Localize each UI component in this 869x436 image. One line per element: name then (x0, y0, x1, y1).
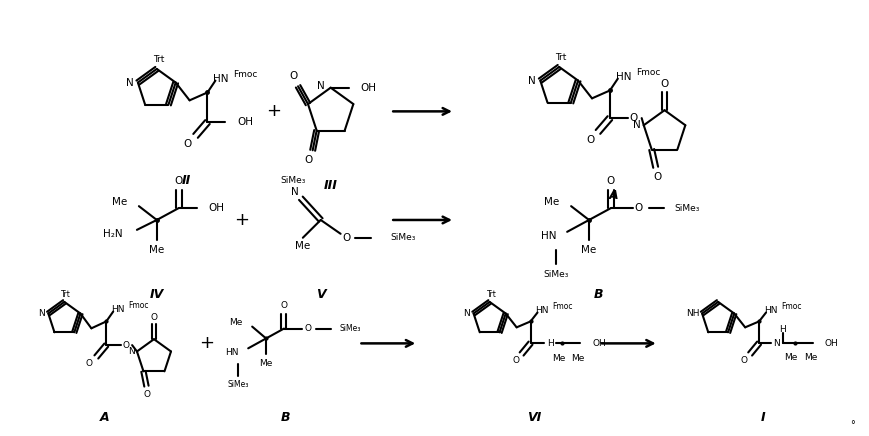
Text: SiMe₃: SiMe₃ (673, 204, 699, 213)
Text: +: + (234, 211, 249, 229)
Text: Trt: Trt (153, 54, 164, 64)
Text: O: O (86, 359, 93, 368)
Text: Trt: Trt (555, 53, 567, 61)
Text: OH: OH (360, 83, 376, 93)
Text: H: H (779, 325, 786, 334)
Text: H₂N: H₂N (103, 229, 123, 239)
Text: O: O (585, 135, 594, 145)
Text: A: A (608, 189, 618, 202)
Text: OH: OH (592, 339, 605, 347)
Text: Fmoc: Fmoc (233, 70, 257, 79)
Text: OH: OH (209, 203, 224, 213)
Text: O: O (150, 313, 157, 322)
Text: N: N (462, 309, 469, 318)
Text: V: V (315, 287, 325, 300)
Text: N: N (316, 81, 324, 91)
Text: SiMe₃: SiMe₃ (339, 324, 361, 333)
Text: O: O (304, 324, 311, 333)
Text: O: O (342, 233, 350, 243)
Text: Fmoc: Fmoc (128, 301, 149, 310)
Text: B: B (281, 411, 290, 424)
Text: O: O (304, 155, 313, 165)
Text: Trt: Trt (62, 290, 71, 299)
Text: O: O (143, 389, 150, 399)
Text: Me: Me (259, 359, 273, 368)
Text: OH: OH (237, 117, 253, 127)
Text: +: + (199, 334, 214, 352)
Text: N: N (291, 187, 298, 198)
Text: Me: Me (580, 245, 596, 255)
Text: Me: Me (783, 354, 797, 362)
Text: OH: OH (824, 339, 838, 347)
Text: Me: Me (295, 241, 309, 251)
Text: Me: Me (803, 354, 817, 362)
Text: SiMe₃: SiMe₃ (280, 176, 305, 185)
Text: °: ° (849, 420, 853, 430)
Text: HN: HN (111, 305, 124, 314)
Text: VI: VI (527, 411, 541, 424)
Text: SiMe₃: SiMe₃ (228, 380, 249, 389)
Text: O: O (123, 341, 129, 350)
Text: Me: Me (551, 354, 564, 364)
Text: O: O (653, 172, 661, 182)
Text: +: + (266, 102, 282, 120)
Text: III: III (323, 179, 337, 192)
Text: Me: Me (571, 354, 584, 364)
Text: O: O (183, 139, 191, 149)
Text: IV: IV (149, 287, 163, 300)
Text: Me: Me (111, 197, 127, 207)
Text: N: N (527, 75, 535, 85)
Text: HN: HN (224, 348, 238, 357)
Text: Me: Me (543, 197, 559, 207)
Text: HN: HN (615, 72, 631, 82)
Text: O: O (512, 356, 519, 365)
Text: O: O (634, 203, 642, 213)
Text: O: O (629, 113, 637, 123)
Text: Fmoc: Fmoc (780, 302, 800, 311)
Text: O: O (280, 301, 287, 310)
Text: Me: Me (229, 318, 242, 327)
Text: B: B (594, 287, 603, 300)
Text: O: O (175, 177, 182, 187)
Text: O: O (606, 177, 614, 187)
Text: HN: HN (535, 306, 548, 315)
Text: Me: Me (149, 245, 164, 255)
Text: NH: NH (686, 309, 700, 318)
Text: A: A (99, 411, 109, 424)
Text: N: N (38, 309, 44, 318)
Text: H: H (547, 339, 554, 347)
Text: N: N (773, 339, 779, 347)
Text: O: O (289, 72, 297, 82)
Text: O: O (660, 78, 668, 89)
Text: SiMe₃: SiMe₃ (543, 270, 568, 279)
Text: Fmoc: Fmoc (552, 302, 573, 311)
Text: O: O (740, 356, 746, 365)
Text: Trt: Trt (486, 290, 496, 299)
Text: N: N (128, 347, 134, 356)
Text: HN: HN (541, 231, 555, 241)
Text: II: II (182, 174, 191, 187)
Text: N: N (633, 120, 640, 130)
Text: N: N (126, 78, 134, 88)
Text: HN: HN (213, 74, 229, 84)
Text: SiMe₃: SiMe₃ (390, 233, 415, 242)
Text: I: I (760, 411, 765, 424)
Text: HN: HN (763, 306, 777, 315)
Text: Fmoc: Fmoc (635, 68, 660, 77)
